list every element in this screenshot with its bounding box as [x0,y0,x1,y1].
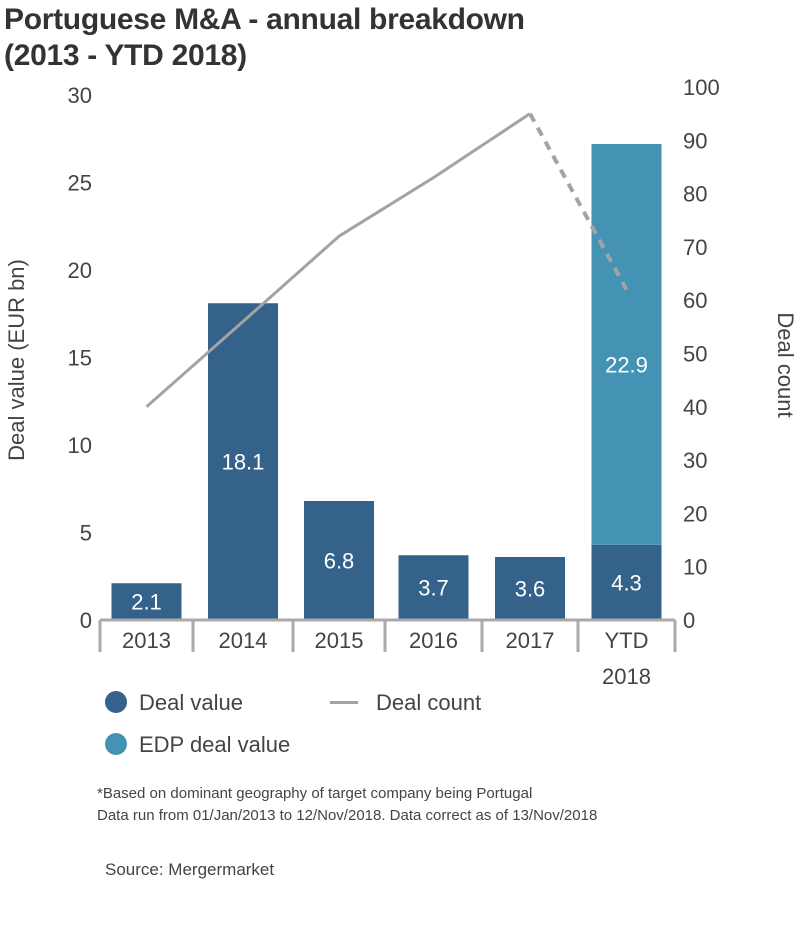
x-tick-label: YTD [605,628,649,653]
y-tick-label: 25 [68,171,92,196]
y2-tick-label: 70 [683,235,707,260]
footnote-2: Data run from 01/Jan/2013 to 12/Nov/2018… [97,807,598,824]
y2-tick-label: 90 [683,128,707,153]
x-tick-label: 2015 [315,628,364,653]
data-label: 22.9 [605,352,648,377]
bar-deal-value [111,583,182,620]
y2-tick-label: 40 [683,395,707,420]
footnotes: *Based on dominant geography of target c… [97,783,597,827]
title-line-2: (2013 - YTD 2018) [4,39,247,72]
y2-tick-label: 80 [683,182,707,207]
y-tick-label: 10 [68,433,92,458]
y2-tick-label: 20 [683,501,707,526]
x-tick-label: 2018 [602,664,651,689]
y2-tick-label: 0 [683,608,695,633]
legend-line-icon [330,701,358,704]
y-tick-label: 20 [68,258,92,283]
bar-deal-value [304,501,374,620]
data-label: 4.3 [611,570,642,595]
bar-deal-value [495,557,565,620]
data-label: 2.1 [131,590,162,615]
data-label: 3.7 [418,576,449,601]
data-label: 6.8 [324,549,355,574]
y-tick-label: 15 [68,346,92,371]
y2-tick-label: 50 [683,342,707,367]
source-note: Source: Mergermarket [105,860,275,879]
legend-dot-icon [105,733,127,755]
data-label: 18.1 [222,450,265,475]
y2-tick-label: 10 [683,555,707,580]
footnote-1: *Based on dominant geography of target c… [97,785,533,802]
legend-label: Deal value [139,690,243,715]
y2-tick-label: 60 [683,288,707,313]
y2-tick-label: 100 [683,75,720,100]
y-tick-label: 0 [80,608,92,633]
legend-label: EDP deal value [139,732,291,757]
legend-item-deal-value: Deal value [105,690,243,716]
x-tick-label: 2014 [219,628,268,653]
legend-dot-icon [105,691,127,713]
y-tick-label: 5 [80,521,92,546]
y-tick-label: 30 [68,83,92,108]
chart-title: Portuguese M&A - annual breakdown (2013 … [4,2,525,74]
bar-edp-deal-value [591,144,662,545]
y2-axis-label: Deal count [773,312,798,417]
title-line-1: Portuguese M&A - annual breakdown [4,3,525,36]
x-tick-label: 2016 [409,628,458,653]
x-tick-label: 2013 [122,628,171,653]
x-tick-label: 2017 [506,628,555,653]
legend-item-deal-count: Deal count [330,690,481,716]
deal-count-line-dashed [528,112,629,291]
legend-label: Deal count [376,690,482,715]
y-axis-label: Deal value (EUR bn) [4,259,29,461]
deal-count-line [145,112,531,408]
data-label: 3.6 [515,577,546,602]
y2-tick-label: 30 [683,448,707,473]
bar-deal-value [591,544,662,620]
bar-deal-value [398,555,469,620]
bar-deal-value [208,303,278,620]
legend-item-edp-deal-value: EDP deal value [105,732,290,758]
